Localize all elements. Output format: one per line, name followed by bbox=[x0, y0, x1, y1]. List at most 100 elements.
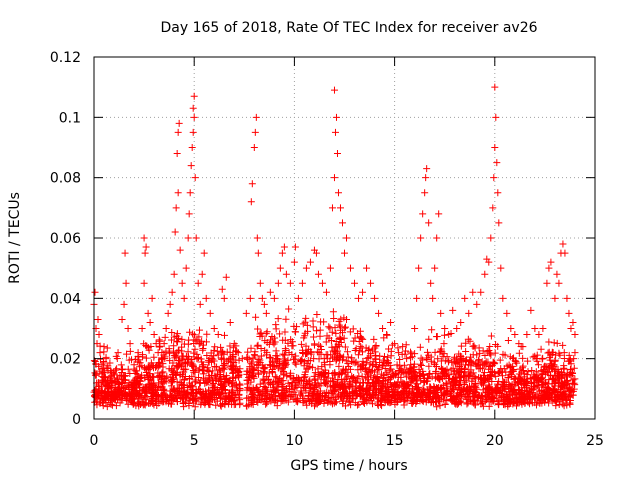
data-point bbox=[569, 318, 577, 326]
data-point bbox=[380, 352, 388, 360]
data-point bbox=[556, 398, 564, 406]
data-point bbox=[481, 360, 489, 368]
data-point bbox=[210, 387, 218, 395]
data-point bbox=[273, 352, 281, 360]
y-tick-label: 0.04 bbox=[50, 291, 81, 307]
data-point bbox=[291, 355, 299, 363]
data-point bbox=[524, 398, 532, 406]
data-point bbox=[179, 395, 187, 403]
data-point bbox=[166, 300, 174, 308]
data-point bbox=[211, 363, 219, 371]
data-point bbox=[326, 264, 334, 272]
data-point bbox=[350, 337, 358, 345]
data-point bbox=[395, 349, 403, 357]
data-point bbox=[317, 343, 325, 351]
data-point bbox=[365, 397, 373, 405]
data-point bbox=[347, 401, 355, 409]
data-point bbox=[223, 357, 231, 365]
data-point bbox=[233, 348, 241, 356]
data-point bbox=[172, 391, 180, 399]
data-point bbox=[387, 352, 395, 360]
data-point bbox=[566, 384, 574, 392]
data-point bbox=[211, 343, 219, 351]
data-point bbox=[226, 342, 234, 350]
data-point bbox=[322, 338, 330, 346]
data-point bbox=[210, 325, 218, 332]
data-point bbox=[255, 361, 263, 369]
data-point bbox=[380, 371, 388, 379]
data-point bbox=[191, 403, 199, 411]
data-point bbox=[190, 92, 198, 100]
data-point bbox=[445, 331, 453, 339]
data-point bbox=[487, 332, 495, 340]
data-point bbox=[440, 331, 448, 339]
data-point bbox=[142, 354, 150, 362]
data-point bbox=[269, 369, 277, 377]
data-point bbox=[202, 338, 210, 346]
data-point bbox=[304, 364, 312, 372]
data-point bbox=[278, 249, 286, 257]
data-point bbox=[310, 333, 318, 341]
data-point bbox=[384, 359, 392, 367]
data-point bbox=[175, 390, 183, 398]
data-point bbox=[507, 370, 515, 378]
data-point bbox=[550, 339, 558, 347]
data-point bbox=[146, 370, 154, 378]
data-point bbox=[356, 382, 364, 390]
data-point bbox=[363, 370, 371, 378]
data-point bbox=[487, 234, 495, 242]
data-point bbox=[102, 395, 110, 403]
data-point bbox=[180, 403, 188, 411]
data-point bbox=[366, 360, 374, 368]
data-point bbox=[462, 371, 470, 379]
data-point bbox=[266, 393, 274, 401]
data-point bbox=[248, 180, 256, 188]
data-point bbox=[352, 392, 360, 400]
data-point bbox=[531, 352, 539, 360]
data-point bbox=[199, 395, 207, 403]
data-point bbox=[129, 400, 137, 408]
data-point bbox=[425, 396, 433, 404]
data-point bbox=[260, 300, 268, 308]
data-point bbox=[105, 390, 113, 398]
data-point bbox=[381, 364, 389, 372]
data-point bbox=[440, 350, 448, 358]
data-point bbox=[191, 368, 199, 376]
data-point bbox=[419, 371, 427, 379]
data-point bbox=[429, 394, 437, 402]
data-point bbox=[272, 325, 280, 333]
data-point bbox=[341, 324, 349, 332]
data-point bbox=[184, 383, 192, 391]
data-point bbox=[443, 396, 451, 404]
data-point bbox=[421, 189, 429, 197]
data-point bbox=[475, 365, 483, 373]
data-point bbox=[466, 337, 474, 345]
data-point bbox=[126, 370, 134, 378]
data-point bbox=[155, 336, 163, 344]
data-point bbox=[247, 344, 255, 352]
data-point bbox=[398, 388, 406, 396]
data-point bbox=[160, 340, 168, 348]
data-point bbox=[294, 394, 302, 402]
data-point bbox=[461, 364, 469, 372]
data-point bbox=[248, 397, 256, 405]
data-point bbox=[514, 373, 522, 381]
data-point bbox=[351, 334, 359, 342]
data-point bbox=[349, 358, 357, 366]
data-point bbox=[400, 401, 408, 409]
data-point bbox=[450, 386, 458, 394]
data-point bbox=[330, 386, 338, 394]
data-point bbox=[491, 83, 499, 91]
data-point bbox=[470, 387, 478, 395]
data-point bbox=[310, 372, 318, 380]
data-point bbox=[534, 390, 542, 398]
data-point bbox=[130, 361, 138, 369]
data-point bbox=[462, 356, 470, 364]
data-point bbox=[492, 113, 500, 121]
data-point bbox=[154, 349, 162, 357]
data-point bbox=[469, 351, 477, 359]
data-point bbox=[327, 337, 335, 345]
data-point bbox=[196, 300, 204, 308]
data-point bbox=[335, 342, 343, 350]
data-point bbox=[265, 375, 273, 383]
